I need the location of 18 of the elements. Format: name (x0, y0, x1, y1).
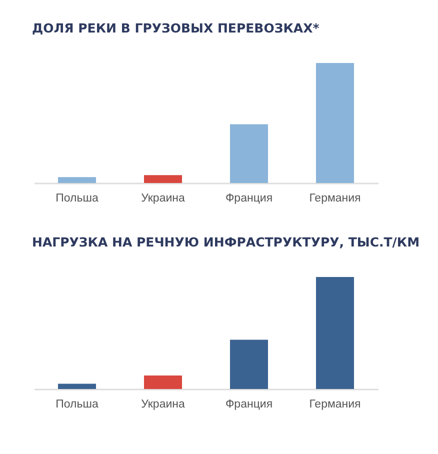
chart-title: ДОЛЯ РЕКИ В ГРУЗОВЫХ ПЕРЕВОЗКАХ* (32, 20, 320, 36)
chart-title: НАГРУЗКА НА РЕЧНУЮ ИНФРАСТРУКТУРУ, ТЫС.Т/КМ (32, 234, 420, 250)
bar (144, 376, 182, 389)
bar (58, 384, 96, 389)
bar (316, 63, 354, 183)
bar (230, 124, 268, 183)
x-tick-label: Германия (309, 398, 361, 410)
bar (58, 177, 96, 183)
x-tick-label: Украина (141, 398, 186, 410)
x-tick-label: Польша (56, 192, 99, 204)
x-tick-label: Польша (56, 398, 99, 410)
x-tick-label: Украина (141, 192, 186, 204)
x-tick-label: Франция (225, 192, 273, 204)
bar (144, 175, 182, 183)
bar (230, 340, 268, 389)
bar (316, 277, 354, 389)
x-tick-label: Франция (225, 398, 273, 410)
x-tick-label: Германия (309, 192, 361, 204)
